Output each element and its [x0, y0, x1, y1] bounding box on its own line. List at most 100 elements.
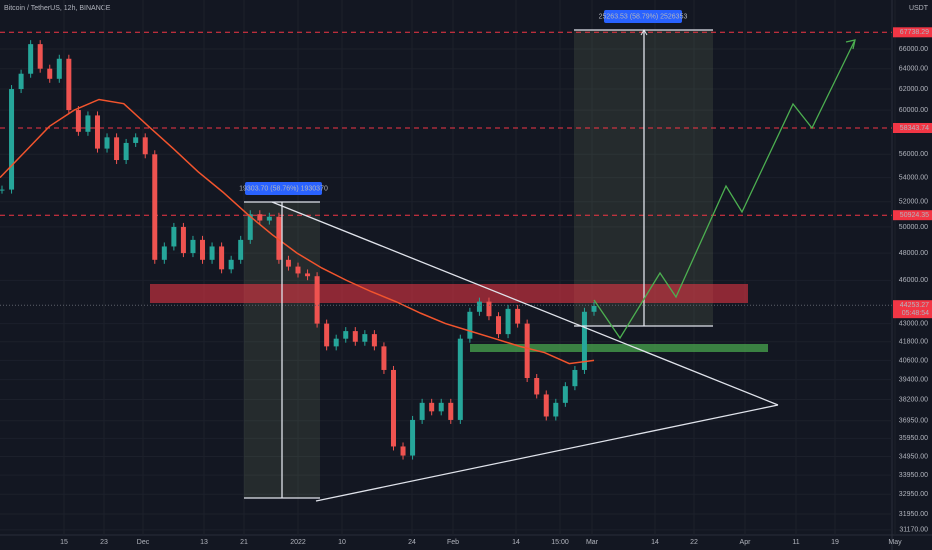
candle [104, 137, 110, 149]
currency: USDT [909, 5, 929, 12]
x-tick-label: 15:00 [551, 539, 569, 546]
candle [496, 316, 502, 335]
price-tag-label: 50924.35 [900, 212, 929, 219]
measure-label-box [245, 182, 322, 195]
candle [505, 308, 511, 335]
candle [400, 446, 406, 456]
y-tick-label: 33950.00 [899, 472, 928, 479]
candle [180, 226, 186, 254]
candle [419, 402, 425, 420]
candle [486, 301, 492, 317]
candle [390, 369, 396, 447]
y-tick-label: 39400.00 [899, 376, 928, 383]
measure-label: 19303.70 (58.76%) 1930370 [239, 185, 328, 192]
candle [534, 378, 540, 395]
x-tick-label: Apr [740, 539, 752, 546]
x-tick-label: 13 [200, 539, 208, 546]
candle [47, 68, 53, 79]
candle [75, 110, 81, 132]
y-tick-label: 41800.00 [899, 339, 928, 346]
candle [171, 226, 177, 247]
measure-label-box [604, 10, 682, 23]
candle [314, 276, 320, 324]
candle [56, 58, 62, 79]
candle [190, 239, 196, 254]
x-tick-label: Mar [586, 539, 599, 546]
y-tick-label: 52000.00 [899, 199, 928, 206]
price-tag [893, 300, 932, 319]
candle [343, 331, 349, 339]
price-tag-label: 58343.74 [900, 125, 929, 132]
candle [333, 338, 339, 347]
triangle-line [315, 404, 779, 502]
price-tag [893, 27, 932, 38]
x-tick-label: May [888, 539, 902, 546]
moving-average [0, 98, 595, 365]
y-tick-label: 62000.00 [899, 86, 928, 93]
y-tick-label: 40600.00 [899, 357, 928, 364]
y-tick-label: 46000.00 [899, 277, 928, 284]
measure-label: 25263.53 (58.79%) 2526353 [599, 13, 688, 20]
candle [28, 44, 34, 74]
candle [18, 73, 24, 90]
price-tag [893, 210, 932, 221]
candle [410, 419, 416, 456]
candle [152, 154, 158, 260]
x-tick-label: 23 [100, 539, 108, 546]
candle [562, 386, 568, 403]
candle [553, 402, 559, 417]
candle [257, 214, 263, 221]
candle [200, 239, 206, 260]
candle [305, 273, 311, 277]
candle [476, 301, 482, 312]
candle [324, 323, 330, 347]
candle [219, 246, 225, 270]
candle [467, 311, 473, 339]
candle [285, 259, 291, 267]
y-tick-label: 35950.00 [899, 435, 928, 442]
candle [572, 369, 578, 387]
candle [591, 305, 597, 312]
candle [94, 115, 100, 149]
x-tick-label: 11 [792, 539, 799, 546]
candle [429, 402, 435, 412]
candle [247, 214, 253, 240]
candle [295, 266, 301, 274]
candle [524, 323, 530, 379]
y-tick-label: 50000.00 [899, 224, 928, 231]
candle [581, 311, 587, 370]
y-tick-label: 54000.00 [899, 174, 928, 181]
candle [142, 137, 148, 155]
candle [438, 402, 444, 412]
candle [209, 246, 215, 260]
x-tick-label: 10 [338, 539, 346, 546]
y-tick-label: 56000.00 [899, 151, 928, 158]
x-tick-label: 24 [408, 539, 416, 546]
y-tick-label: 31950.00 [899, 511, 928, 518]
candle [0, 189, 5, 191]
triangle-line [271, 201, 779, 406]
x-tick-label: 19 [831, 539, 839, 546]
x-tick-label: Feb [447, 539, 459, 546]
candle [371, 334, 377, 347]
candle [9, 89, 15, 190]
candle [352, 331, 358, 342]
x-tick-label: Dec [137, 539, 150, 546]
candle [515, 308, 521, 324]
y-tick-label: 31170.00 [899, 527, 928, 534]
candle [276, 216, 282, 260]
y-tick-label: 48000.00 [899, 250, 928, 257]
projection-path [593, 39, 856, 340]
candle [543, 394, 549, 417]
chart-title: Bitcoin / TetherUS, 12h, BINANCE [4, 5, 111, 12]
candle [133, 137, 139, 143]
y-tick-label: 32950.00 [899, 491, 928, 498]
y-tick-label: 43000.00 [899, 320, 928, 327]
y-tick-label: 64000.00 [899, 66, 928, 73]
candle [266, 216, 272, 221]
y-tick-label: 60000.00 [899, 107, 928, 114]
candle [66, 58, 72, 111]
resistance-zone [150, 284, 748, 303]
y-tick-label: 38200.00 [899, 396, 928, 403]
